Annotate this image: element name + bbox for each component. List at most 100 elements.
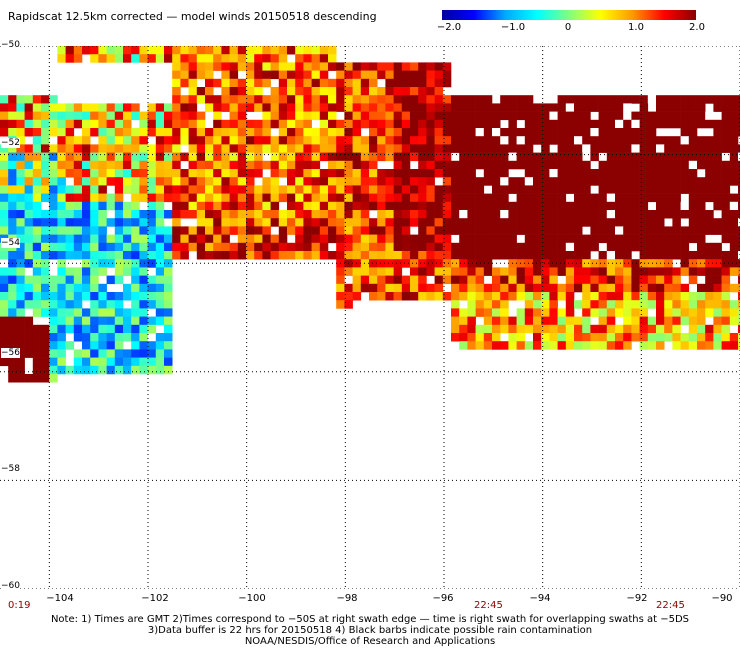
data-cell xyxy=(196,152,206,162)
data-cell xyxy=(16,267,25,276)
data-cell xyxy=(196,54,206,63)
data-cell xyxy=(24,210,34,219)
data-cell xyxy=(467,226,476,235)
data-cell xyxy=(328,201,337,211)
data-cell xyxy=(508,242,517,252)
data-cell xyxy=(106,308,116,317)
data-cell xyxy=(574,259,583,268)
data-cell xyxy=(410,103,419,112)
data-cell xyxy=(459,259,468,268)
data-cell xyxy=(90,316,99,326)
data-cell xyxy=(705,152,714,162)
data-cell xyxy=(344,283,353,293)
data-cell xyxy=(303,226,312,235)
data-cell xyxy=(106,333,116,342)
data-cell xyxy=(697,218,706,227)
data-cell xyxy=(369,103,378,112)
wind-difference-map xyxy=(0,46,740,589)
data-cell xyxy=(155,333,165,342)
data-cell xyxy=(360,152,370,162)
data-cell xyxy=(32,349,42,358)
data-cell xyxy=(213,218,222,227)
data-cell xyxy=(278,242,288,252)
data-cell xyxy=(516,226,526,235)
data-cell xyxy=(114,46,124,55)
data-cell xyxy=(475,185,485,194)
data-cell xyxy=(246,169,255,178)
data-cell xyxy=(328,185,337,194)
data-cell xyxy=(188,136,198,145)
data-cell xyxy=(738,251,740,260)
data-cell xyxy=(451,308,460,317)
data-cell xyxy=(442,177,452,186)
data-cell xyxy=(738,226,740,235)
data-cell xyxy=(475,144,485,153)
data-cell xyxy=(229,226,239,235)
data-cell xyxy=(0,111,9,121)
data-cell xyxy=(500,144,509,153)
data-cell xyxy=(565,267,575,276)
data-cell xyxy=(664,193,673,203)
data-cell xyxy=(311,136,321,145)
data-cell xyxy=(237,128,247,137)
data-cell xyxy=(401,136,411,145)
data-cell xyxy=(131,185,140,194)
data-cell xyxy=(65,226,75,235)
data-cell xyxy=(467,144,476,153)
data-cell xyxy=(188,177,198,186)
data-cell xyxy=(401,119,411,129)
data-cell xyxy=(32,324,42,334)
data-cell xyxy=(287,251,296,260)
data-cell xyxy=(73,136,83,145)
data-cell xyxy=(606,169,616,178)
data-cell xyxy=(295,136,304,145)
data-cell xyxy=(524,275,534,285)
data-cell xyxy=(172,111,181,121)
data-cell xyxy=(270,95,280,104)
data-cell xyxy=(82,152,91,162)
data-cell xyxy=(213,54,222,63)
data-cell xyxy=(688,177,698,186)
data-cell xyxy=(401,283,411,293)
data-cell xyxy=(352,267,362,276)
data-cell xyxy=(500,210,509,219)
data-cell xyxy=(565,242,575,252)
data-cell xyxy=(606,218,616,227)
data-cell xyxy=(147,300,157,309)
colorbar-label: 0 xyxy=(564,22,572,33)
data-cell xyxy=(410,259,419,268)
data-cell xyxy=(590,95,599,104)
data-cell xyxy=(467,234,476,244)
data-cell xyxy=(385,144,394,153)
data-cell xyxy=(524,160,534,170)
data-cell xyxy=(287,128,296,137)
data-cell xyxy=(606,160,616,170)
data-cell xyxy=(24,95,34,104)
data-cell xyxy=(524,144,534,153)
data-cell xyxy=(713,292,722,301)
data-cell xyxy=(639,210,649,219)
data-cell xyxy=(697,193,706,203)
data-cell xyxy=(98,201,107,211)
data-cell xyxy=(319,226,329,235)
data-cell xyxy=(106,365,116,375)
data-cell xyxy=(426,193,435,203)
data-cell xyxy=(459,169,468,178)
data-cell xyxy=(647,341,657,350)
data-cell xyxy=(410,95,419,104)
data-cell xyxy=(221,185,230,194)
data-cell xyxy=(713,308,722,317)
data-cell xyxy=(385,259,394,268)
data-cell xyxy=(738,259,740,268)
data-cell xyxy=(377,62,386,71)
data-cell xyxy=(229,242,239,252)
data-cell xyxy=(336,119,345,129)
data-cell xyxy=(377,242,386,252)
data-cell xyxy=(574,210,583,219)
data-cell xyxy=(557,119,567,129)
data-cell xyxy=(729,201,739,211)
data-cell xyxy=(295,251,304,260)
data-cell xyxy=(647,226,657,235)
data-cell xyxy=(262,218,271,227)
data-cell xyxy=(697,119,706,129)
